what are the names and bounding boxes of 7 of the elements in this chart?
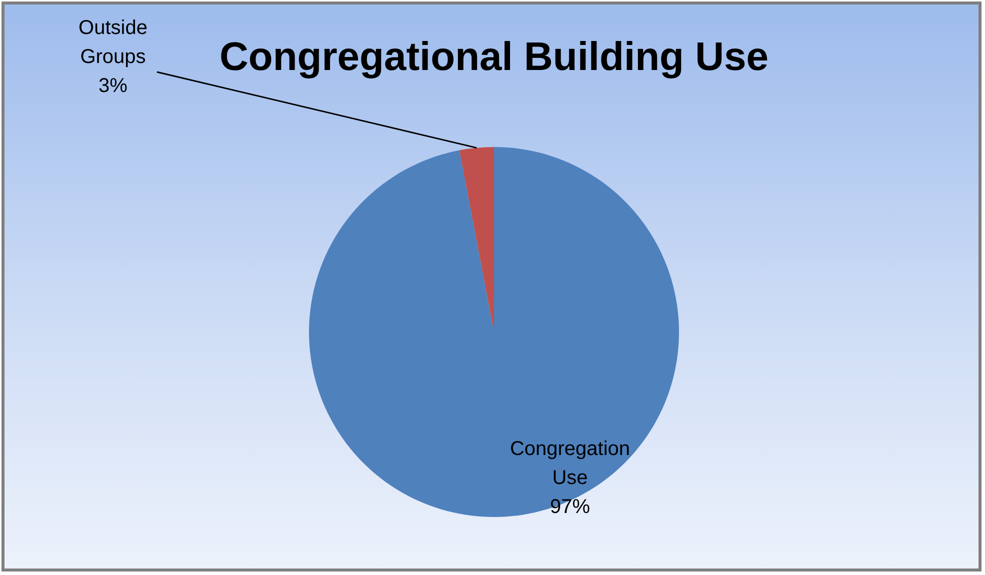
pie-slice [309, 147, 679, 517]
data-label: 3% [98, 75, 128, 97]
chart-title: Congregational Building Use [220, 35, 768, 79]
slice-label: Outside Groups [78, 17, 148, 68]
pie-slice [459, 147, 494, 332]
data-label: 97% [550, 496, 590, 518]
slice-label: Congregation Use [510, 438, 630, 489]
